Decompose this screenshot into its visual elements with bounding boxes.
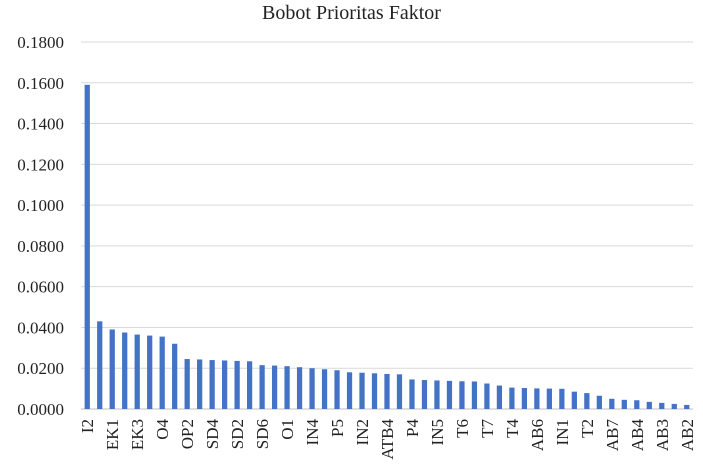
bar (284, 366, 289, 409)
bar (534, 388, 539, 409)
bar (559, 389, 564, 409)
x-tick-label: P4 (403, 419, 422, 437)
bar (622, 400, 627, 409)
bar (484, 384, 489, 409)
x-tick-label: SD4 (203, 419, 222, 450)
bar (172, 344, 177, 409)
bar (210, 360, 215, 409)
x-tick-label: AB2 (678, 419, 697, 451)
x-tick-label: AB4 (628, 419, 647, 452)
x-tick-label: ATB4 (378, 419, 397, 460)
bar (434, 380, 439, 409)
bar (259, 365, 264, 409)
bar (672, 404, 677, 409)
x-tick-label: IN5 (428, 419, 447, 445)
x-tick-label: EK3 (128, 419, 147, 450)
bar (185, 359, 190, 409)
x-tick-label: T6 (453, 419, 472, 438)
bar (297, 367, 302, 409)
bar (397, 374, 402, 409)
bar (110, 329, 115, 409)
bar (447, 381, 452, 409)
y-tick-label: 0.0000 (17, 400, 64, 419)
bar (322, 369, 327, 409)
y-tick-label: 0.1600 (17, 74, 64, 93)
bar (472, 381, 477, 409)
y-tick-label: 0.1000 (17, 196, 64, 215)
bar (197, 359, 202, 409)
x-axis-ticks: I2 EK1 EK3 O4 OP2 SD4 SD2 SD6 O1 IN4 P5 IN2 ATB4 P4 IN… (78, 419, 697, 460)
bar (609, 399, 614, 409)
bar (422, 380, 427, 409)
y-tick-label: 0.1400 (17, 115, 64, 134)
y-axis-ticks: 0.0000 0.0200 0.0400 0.0600 0.0800 0.1000 0.12… (17, 33, 64, 419)
x-tick-label: OP2 (178, 419, 197, 449)
x-tick-label: IN1 (553, 419, 572, 445)
x-tick-label: T7 (478, 419, 497, 438)
x-tick-label: IN2 (353, 419, 372, 445)
x-tick-label: IN4 (303, 419, 322, 446)
y-tick-label: 0.0200 (17, 359, 64, 378)
bar (222, 360, 227, 409)
bar (384, 374, 389, 409)
bar (122, 333, 127, 409)
bar (409, 379, 414, 409)
bar (309, 368, 314, 409)
bar (584, 393, 589, 409)
bar (147, 336, 152, 409)
x-tick-label: T2 (578, 419, 597, 438)
bar (247, 361, 252, 409)
y-tick-label: 0.0400 (17, 318, 64, 337)
bar (459, 381, 464, 409)
x-tick-label: P5 (328, 419, 347, 437)
bar (272, 366, 277, 409)
y-tick-label: 0.1800 (17, 33, 64, 52)
bar (547, 389, 552, 409)
x-tick-label: O1 (278, 419, 297, 440)
x-tick-label: AB6 (528, 419, 547, 451)
bar (647, 402, 652, 409)
bar (522, 388, 527, 409)
x-tick-label: AB3 (653, 419, 672, 451)
x-tick-label: AB7 (603, 419, 622, 452)
y-tick-label: 0.0800 (17, 237, 64, 256)
x-tick-label: T4 (503, 419, 522, 438)
bar (334, 370, 339, 409)
bar (509, 388, 514, 409)
bar (572, 392, 577, 409)
bar (659, 403, 664, 409)
y-tick-label: 0.0600 (17, 278, 64, 297)
x-tick-label: O4 (153, 419, 172, 440)
bar (85, 85, 90, 409)
bar (234, 361, 239, 409)
bar (347, 372, 352, 409)
x-tick-label: I2 (78, 419, 97, 433)
bar (160, 337, 165, 409)
x-tick-label: SD6 (253, 419, 272, 449)
bars (85, 85, 690, 409)
x-tick-label: SD2 (228, 419, 247, 449)
bar (135, 335, 140, 409)
bar (97, 321, 102, 409)
bar (597, 396, 602, 409)
bar (372, 373, 377, 409)
x-tick-label: EK1 (103, 419, 122, 450)
bar (634, 400, 639, 409)
bar (497, 386, 502, 409)
bar (684, 405, 689, 409)
bar (359, 373, 364, 409)
y-tick-label: 0.1200 (17, 155, 64, 174)
